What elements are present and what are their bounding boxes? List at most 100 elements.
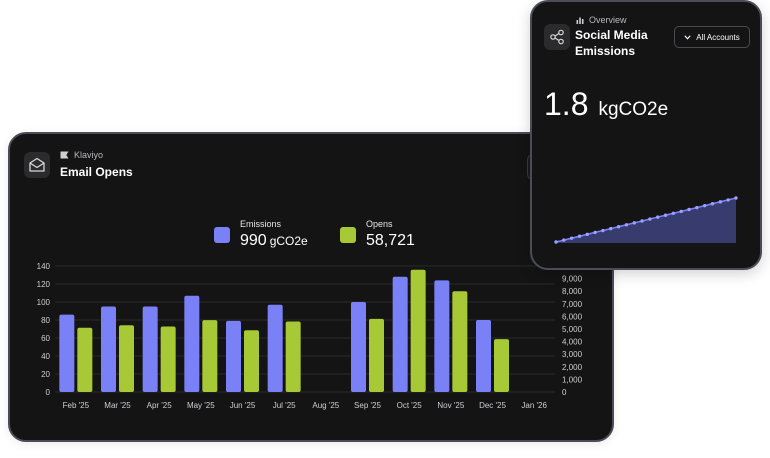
bar-opens[interactable]	[244, 330, 259, 392]
trend-point	[640, 219, 644, 223]
bar-opens[interactable]	[160, 326, 176, 392]
card-title-line-1: Social Media	[575, 28, 648, 42]
trend-point	[702, 203, 707, 208]
legend-swatch-opens	[340, 227, 356, 243]
trend-point	[569, 236, 574, 240]
y-tick-left: 40	[41, 352, 50, 361]
y-tick-right: 1,000	[562, 375, 583, 384]
trend-point	[663, 213, 668, 217]
social-media-emissions-card: Overview Social Media Emissions All Acco…	[530, 0, 762, 270]
x-tick: Nov '25	[437, 401, 464, 410]
metric-unit: kgCO2e	[598, 99, 669, 120]
y-tick-right: 7,000	[562, 300, 583, 309]
y-tick-right: 2,000	[562, 363, 583, 372]
legend-opens: Opens 58,721	[340, 218, 415, 251]
bar-emissions[interactable]	[267, 304, 283, 392]
bar-emissions[interactable]	[392, 276, 408, 392]
x-tick: Jan '26	[521, 401, 547, 410]
bar-opens[interactable]	[119, 325, 134, 392]
legend-emissions: Emissions 990 gCO2e	[214, 218, 308, 251]
y-tick-right: 3,000	[562, 350, 583, 359]
x-tick: Sep '25	[354, 401, 381, 410]
source-row: Klaviyo	[60, 150, 103, 160]
card-title: Social Media Emissions	[575, 27, 648, 59]
bar-emissions[interactable]	[476, 320, 491, 392]
trend-point	[718, 200, 723, 204]
metric-value: 1.8	[544, 86, 589, 122]
trend-point	[656, 215, 660, 219]
trend-point	[593, 230, 597, 235]
trend-point	[695, 205, 699, 210]
emissions-trend-chart	[554, 196, 738, 244]
trend-point	[710, 202, 715, 206]
y-tick-left: 120	[37, 280, 51, 289]
y-tick-left: 60	[41, 334, 50, 343]
legend-value: 58,721	[366, 232, 415, 249]
source-name: Overview	[589, 15, 627, 25]
y-tick-right: 4,000	[562, 338, 583, 347]
source-row: Overview	[576, 15, 627, 25]
emissions-metric: 1.8 kgCO2e	[544, 86, 668, 123]
legend-label: Opens	[366, 219, 393, 229]
x-tick: Oct '25	[397, 401, 423, 410]
email-opens-bar-chart: 0 20 40 60 80 100 120 140 0 1,000 2,000 3,000 4,000 5…	[37, 262, 583, 410]
x-tick: May '25	[187, 401, 215, 410]
y-tick-left: 20	[41, 370, 50, 379]
y-tick-left: 100	[37, 298, 51, 307]
chevron-down-icon	[684, 34, 691, 40]
x-tick: Feb '25	[63, 401, 90, 410]
bar-emissions[interactable]	[184, 295, 200, 392]
share-icon-box	[544, 24, 570, 50]
trend-point	[671, 211, 676, 216]
y-tick-left: 80	[41, 316, 50, 325]
bar-emissions[interactable]	[142, 306, 158, 393]
x-tick: Apr '25	[147, 401, 173, 410]
trend-point	[616, 224, 621, 229]
trend-point	[577, 234, 582, 238]
bar-opens[interactable]	[369, 318, 384, 392]
trend-point	[609, 226, 613, 231]
bar-emissions[interactable]	[101, 306, 116, 393]
bar-emissions[interactable]	[434, 280, 450, 392]
trend-point	[679, 209, 683, 214]
y-tick-right: 0	[562, 388, 567, 397]
trend-point	[726, 198, 730, 202]
trend-point	[734, 196, 738, 200]
source-name: Klaviyo	[74, 150, 104, 160]
bar-opens[interactable]	[285, 321, 301, 392]
email-opens-card: Klaviyo Email Opens Emissions 990 gCO2e O…	[8, 132, 614, 442]
klaviyo-logo-icon	[60, 151, 69, 159]
trend-point	[624, 223, 629, 227]
legend-label: Emissions	[240, 219, 282, 229]
bar-emissions[interactable]	[226, 320, 241, 392]
bar-opens[interactable]	[452, 291, 468, 392]
trend-point	[585, 232, 590, 237]
trend-point	[601, 228, 605, 233]
x-tick: Jul '25	[273, 401, 296, 410]
trend-point	[632, 221, 636, 225]
y-tick-left: 140	[37, 262, 51, 271]
bar-emissions[interactable]	[59, 314, 75, 392]
legend-swatch-emissions	[214, 227, 230, 243]
x-tick: Mar '25	[104, 401, 131, 410]
trend-point	[554, 240, 558, 244]
trend-point	[648, 217, 652, 221]
x-tick: Jun '25	[230, 401, 256, 410]
bar-emissions[interactable]	[351, 302, 366, 392]
bar-chart-icon	[576, 17, 584, 24]
trend-point	[687, 207, 691, 212]
email-icon-box	[24, 152, 50, 178]
y-tick-right: 9,000	[562, 275, 583, 284]
y-tick-left: 0	[46, 388, 51, 397]
bar-opens[interactable]	[494, 339, 509, 392]
card-title-line-2: Emissions	[575, 44, 636, 58]
bar-opens[interactable]	[77, 327, 93, 392]
y-tick-right: 5,000	[562, 325, 583, 334]
legend-unit: gCO2e	[269, 234, 308, 248]
legend-value: 990	[240, 232, 267, 249]
x-tick: Dec '25	[479, 401, 506, 410]
y-tick-right: 8,000	[562, 287, 583, 296]
accounts-dropdown[interactable]: All Accounts	[674, 26, 750, 48]
bar-opens[interactable]	[202, 320, 218, 392]
bar-opens[interactable]	[410, 269, 426, 392]
